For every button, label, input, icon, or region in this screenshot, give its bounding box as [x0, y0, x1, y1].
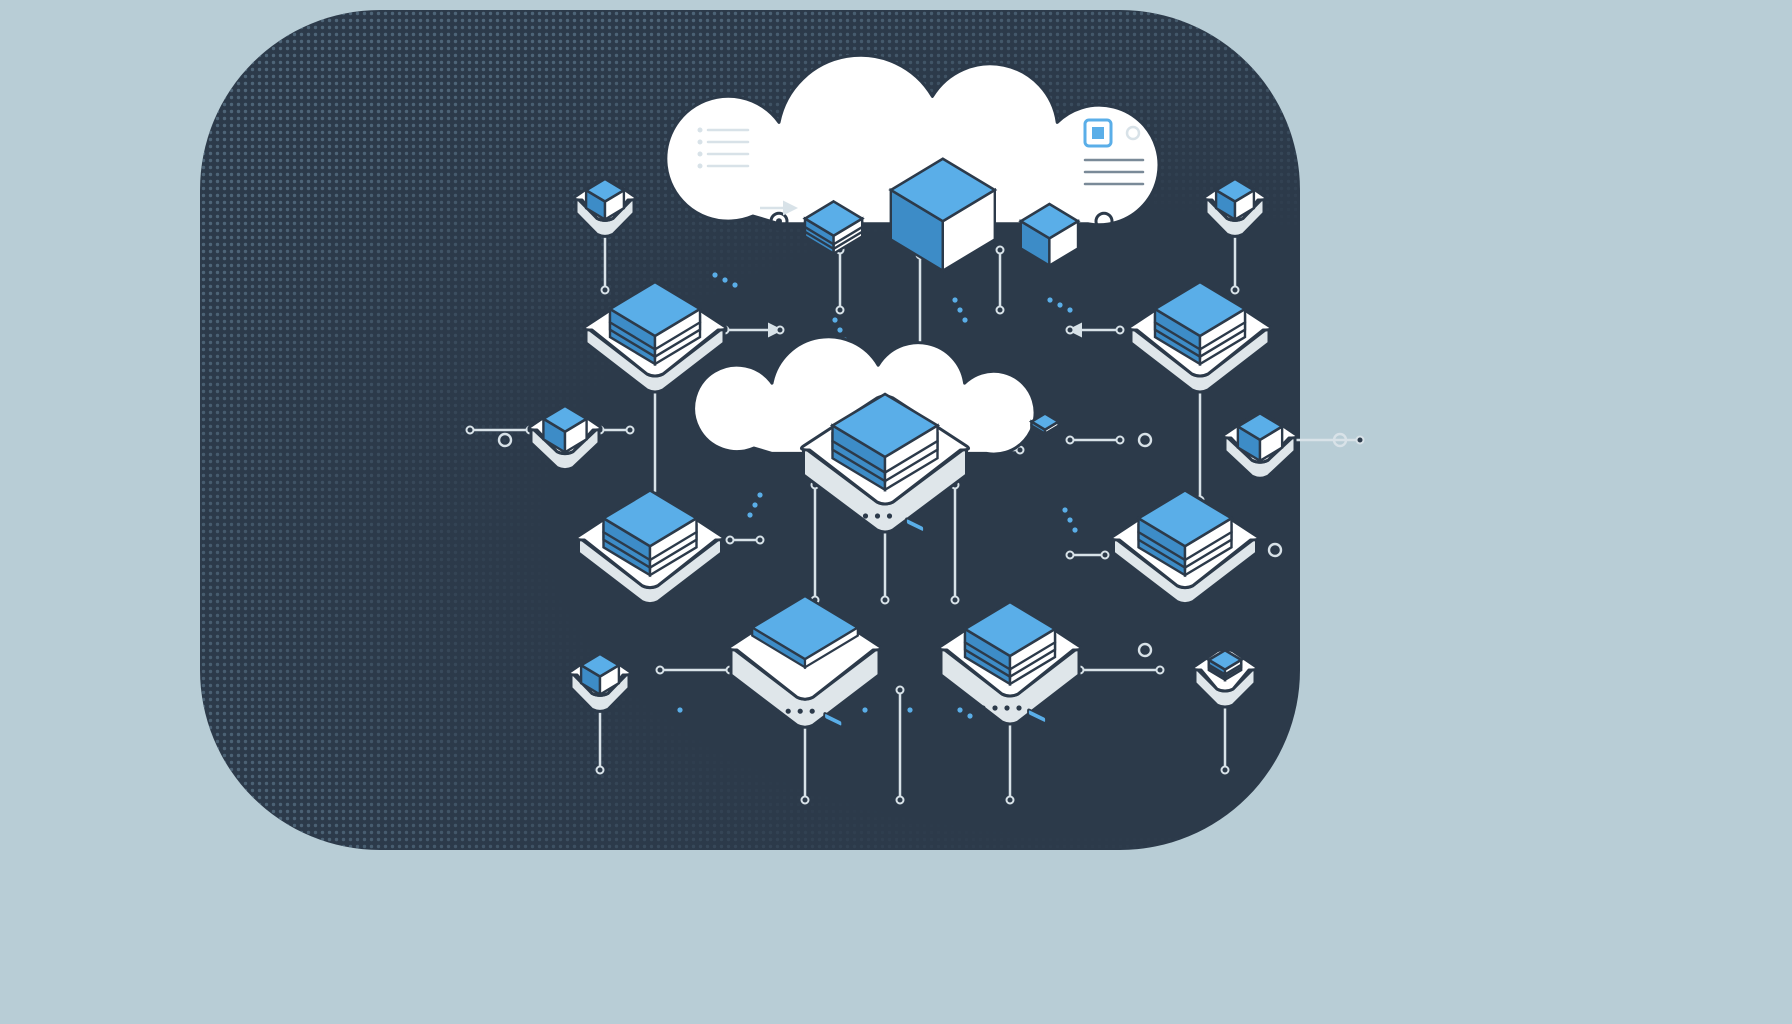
diagram-root — [0, 0, 1792, 1024]
diagram-svg — [0, 0, 1792, 1024]
